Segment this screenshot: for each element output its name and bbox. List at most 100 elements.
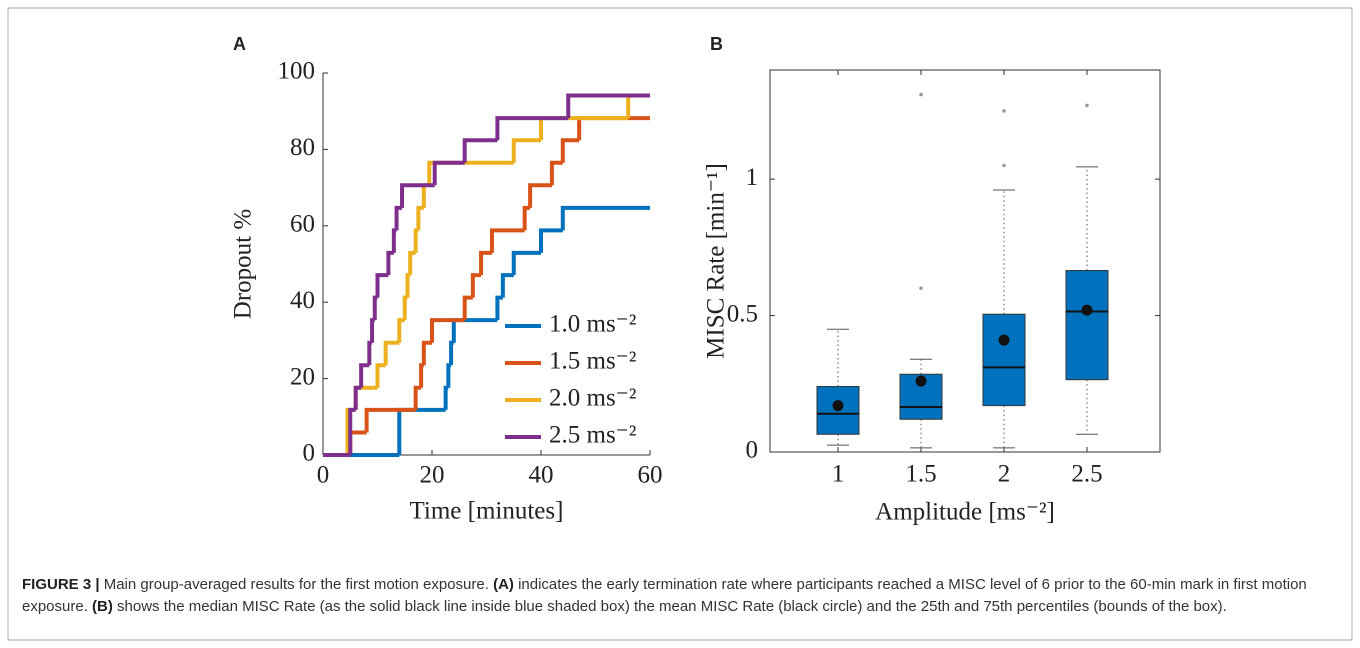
step-segment — [402, 295, 408, 321]
step-segment — [397, 318, 405, 343]
step-segment — [367, 340, 373, 366]
step-segment — [408, 250, 416, 276]
step-segment — [462, 138, 498, 163]
step-segment — [364, 407, 416, 433]
caption-text: shows the median MISC Rate (as the solid… — [112, 598, 1227, 615]
step-segment — [400, 183, 435, 208]
step-segment — [522, 205, 531, 231]
step-segment — [416, 205, 424, 231]
x-tick-label: 0 — [317, 462, 330, 489]
y-tick-label: 40 — [290, 287, 315, 314]
y-axis-label: MISC Rate [min⁻¹] — [703, 163, 730, 359]
legend-label: 2.0 ms⁻² — [549, 385, 636, 412]
step-segment — [566, 93, 650, 119]
caption-bold: FIGURE 3 | — [22, 576, 100, 593]
step-segment — [430, 318, 465, 343]
caption-bold: (A) — [493, 576, 514, 593]
step-segment — [479, 250, 492, 276]
legend-label: 1.5 ms⁻² — [549, 348, 636, 375]
y-tick-label: 1 — [746, 164, 759, 191]
step-segment — [489, 228, 525, 253]
y-axis-label: Dropout % — [230, 209, 257, 319]
step-segment — [427, 160, 514, 186]
panel-label: A — [233, 34, 246, 54]
y-tick-label: 80 — [290, 134, 315, 161]
step-segment — [397, 407, 446, 455]
caption-text: Main group-averaged results for the firs… — [99, 576, 494, 593]
step-segment — [383, 340, 400, 366]
mean — [915, 375, 927, 387]
caption-text: indicates the early termination rate whe… — [22, 576, 1307, 615]
step-segment — [549, 160, 563, 186]
step-segment — [443, 385, 449, 410]
step-segment — [421, 340, 432, 366]
outlier — [1002, 163, 1006, 168]
x-tick-label: 60 — [638, 462, 663, 489]
step-segment — [560, 205, 650, 231]
x-axis-label: Amplitude [ms⁻²] — [875, 499, 1055, 526]
y-tick-label: 20 — [290, 363, 315, 390]
y-tick-label: 0.5 — [727, 300, 758, 327]
step-segment — [370, 318, 375, 343]
mean — [1081, 304, 1093, 316]
step-segment — [511, 138, 541, 163]
x-tick-label: 2 — [998, 461, 1011, 488]
legend-label: 1.0 ms⁻² — [549, 311, 636, 338]
step-segment — [577, 116, 650, 141]
x-tick-label: 20 — [420, 462, 445, 489]
step-segment — [375, 363, 386, 388]
step-segment — [626, 93, 650, 119]
box — [982, 313, 1026, 407]
outlier — [919, 286, 923, 291]
legend-label: 2.5 ms⁻² — [549, 422, 636, 449]
step-segment — [348, 430, 367, 455]
step-segment — [353, 385, 362, 410]
x-tick-label: 1 — [832, 461, 845, 488]
step-segment — [353, 385, 378, 410]
outlier — [1002, 109, 1006, 113]
step-segment — [528, 183, 552, 208]
step-segment — [391, 228, 397, 253]
step-segment — [432, 160, 465, 186]
y-tick-label: 0 — [303, 440, 316, 467]
step-segment — [470, 273, 482, 298]
frame — [7, 7, 1353, 641]
step-segment — [511, 250, 541, 276]
step-segment — [413, 228, 419, 253]
step-segment — [451, 318, 498, 343]
step-segment — [560, 138, 580, 163]
step-segment — [462, 295, 473, 321]
step-segment — [359, 363, 370, 388]
step-segment — [539, 116, 629, 141]
x-axis-label: Time [minutes] — [410, 498, 564, 525]
step-segment — [446, 363, 452, 388]
mean — [998, 334, 1010, 346]
step-segment — [413, 385, 422, 410]
outlier — [919, 92, 923, 97]
step-segment — [405, 273, 411, 298]
plot-frame — [769, 69, 1161, 453]
step-segment — [386, 250, 394, 276]
outlier — [1085, 103, 1089, 108]
mean — [832, 400, 844, 412]
step-segment — [449, 340, 454, 366]
x-tick-label: 1.5 — [905, 461, 936, 488]
box — [1065, 270, 1109, 381]
step-segment — [375, 273, 389, 298]
y-tick-label: 60 — [290, 211, 315, 238]
caption-bold: (B) — [92, 598, 113, 615]
panel-label: B — [710, 34, 723, 54]
step-segment — [372, 295, 378, 321]
y-tick-label: 100 — [278, 58, 316, 85]
step-segment — [500, 273, 514, 298]
step-segment — [421, 183, 430, 208]
step-segment — [495, 116, 569, 141]
step-segment — [495, 295, 503, 321]
step-segment — [394, 205, 403, 231]
y-tick-label: 0 — [746, 437, 759, 464]
x-tick-label: 2.5 — [1071, 461, 1102, 488]
x-tick-label: 40 — [529, 462, 554, 489]
step-segment — [419, 363, 424, 388]
